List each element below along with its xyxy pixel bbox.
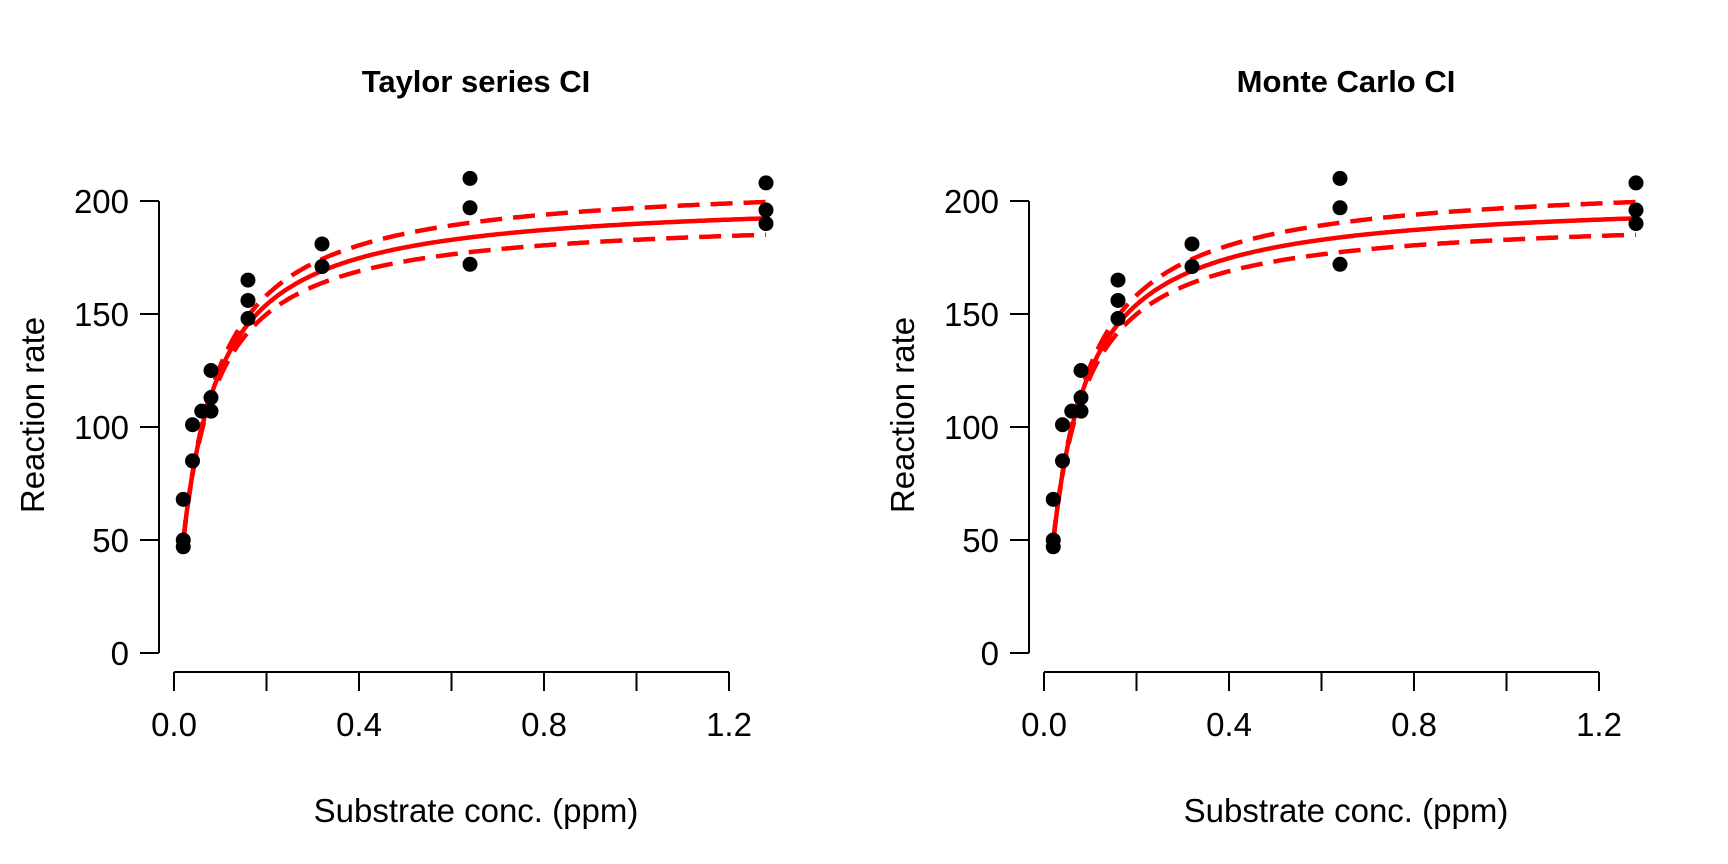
y-axis-label: Reaction rate	[884, 317, 921, 513]
data-point	[1073, 390, 1089, 406]
x-tick-label: 1.2	[706, 706, 752, 743]
data-point	[758, 175, 774, 191]
data-point	[314, 236, 330, 252]
ci-upper-line	[181, 199, 766, 542]
data-point	[1110, 292, 1126, 308]
ci-lines	[1051, 199, 1637, 542]
data-point	[1628, 216, 1644, 232]
y-tick-label: 0	[111, 635, 129, 672]
y-tick-label: 200	[74, 183, 129, 220]
data-point	[240, 272, 256, 288]
data-point	[185, 417, 200, 433]
panel-monte-carlo: Monte Carlo CI Substrate conc. (ppm) Rea…	[884, 64, 1644, 829]
x-tick-label: 0.8	[521, 706, 567, 743]
data-point	[1332, 200, 1348, 216]
x-axis-label: Substrate conc. (ppm)	[1184, 792, 1509, 829]
data-point	[1073, 403, 1089, 419]
y-tick-label: 100	[74, 409, 129, 446]
ci-lines	[181, 199, 767, 542]
y-tick-label: 0	[981, 635, 999, 672]
data-point	[1055, 453, 1070, 469]
y-tick-label: 100	[944, 409, 999, 446]
ci-lower-line	[181, 232, 767, 542]
data-point	[240, 292, 256, 308]
y-tick-label: 50	[962, 522, 999, 559]
data-point	[758, 202, 774, 218]
axes: 0.0 0.4 0.8 1.2 0 50 100 150 200	[944, 183, 1622, 743]
fitted-curve	[181, 216, 767, 542]
data-point	[203, 403, 219, 419]
data-points	[1045, 170, 1644, 555]
x-tick-label: 1.2	[1576, 706, 1622, 743]
x-tick-label: 0.8	[1391, 706, 1437, 743]
data-point	[1045, 532, 1061, 548]
x-tick-label: 0.4	[1206, 706, 1252, 743]
chart-title: Taylor series CI	[362, 64, 591, 99]
data-point	[1332, 170, 1348, 186]
fit-line	[181, 216, 767, 542]
ci-lower-line	[1051, 232, 1637, 542]
axes: 0.0 0.4 0.8 1.2 0 50 100 150 200	[74, 183, 752, 743]
ci-upper-line	[1051, 199, 1636, 542]
data-point	[1055, 417, 1070, 433]
y-tick-label: 200	[944, 183, 999, 220]
data-point	[758, 216, 774, 232]
data-point	[1110, 311, 1126, 327]
data-point	[175, 491, 191, 507]
data-point	[203, 363, 219, 378]
data-point	[1184, 236, 1200, 252]
y-axis-label: Reaction rate	[14, 317, 51, 513]
data-point	[1073, 363, 1089, 378]
y-tick-label: 150	[944, 296, 999, 333]
panel-taylor-series: Taylor series CI Substrate conc. (ppm) R…	[14, 64, 774, 829]
data-point	[1332, 256, 1348, 272]
fit-line	[1051, 216, 1637, 542]
data-point	[240, 311, 256, 327]
data-point	[1110, 272, 1126, 288]
y-tick-label: 50	[92, 522, 129, 559]
data-point	[1184, 259, 1200, 275]
data-point	[462, 200, 478, 216]
y-tick-label: 150	[74, 296, 129, 333]
x-axis-label: Substrate conc. (ppm)	[314, 792, 639, 829]
data-point	[314, 259, 330, 275]
x-tick-label: 0.0	[1021, 706, 1067, 743]
data-point	[203, 390, 219, 406]
data-point	[1045, 491, 1061, 507]
data-point	[1628, 202, 1644, 218]
data-points	[175, 170, 774, 555]
fitted-curve	[1051, 216, 1637, 542]
data-point	[185, 453, 200, 469]
data-point	[462, 256, 478, 272]
x-tick-label: 0.0	[151, 706, 197, 743]
x-tick-label: 0.4	[336, 706, 382, 743]
chart-title: Monte Carlo CI	[1237, 64, 1456, 99]
data-point	[175, 532, 191, 548]
data-point	[1628, 175, 1644, 191]
data-point	[462, 170, 478, 186]
